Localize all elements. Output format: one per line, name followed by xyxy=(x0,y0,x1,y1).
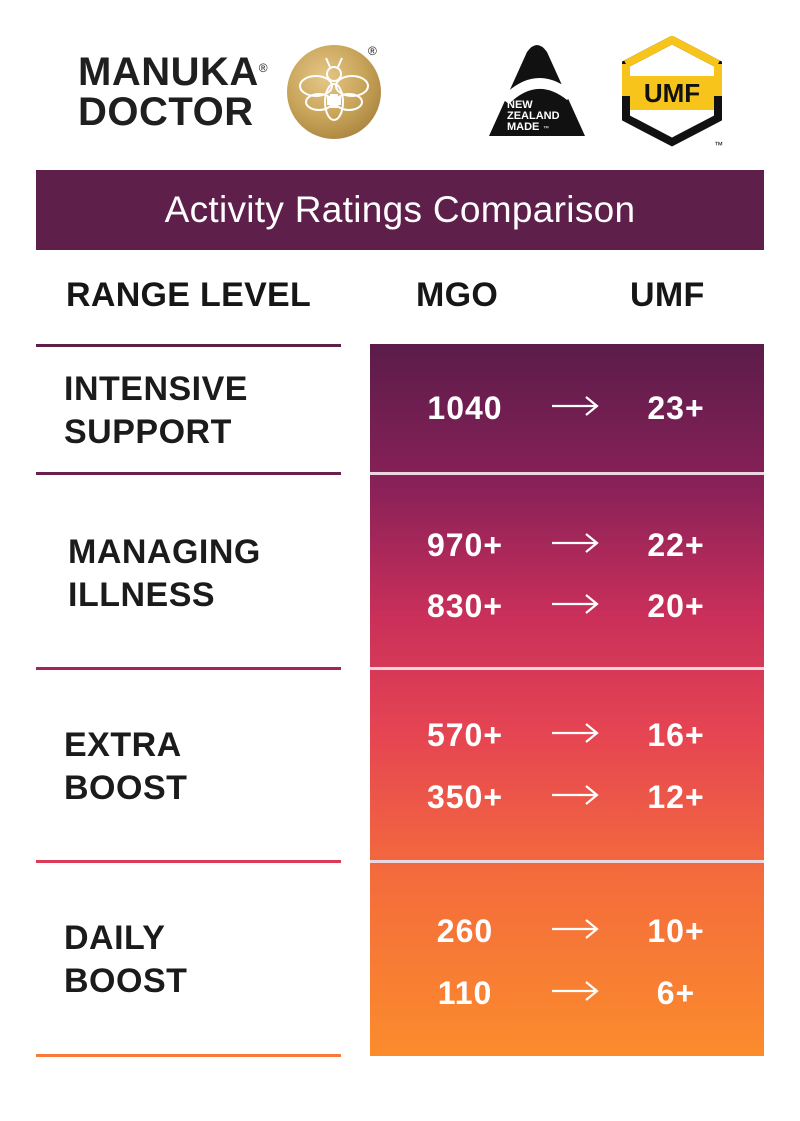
mgo-value: 830+ xyxy=(426,588,504,624)
values-gradient-panel xyxy=(370,344,764,1056)
nz-text-2: ZEALAND xyxy=(507,110,560,122)
umf-value: 23+ xyxy=(647,390,705,426)
arrow-right-icon xyxy=(552,396,599,416)
level-rule xyxy=(36,860,341,863)
new-zealand-made-badge-icon: NEW ZEALAND MADE ™ xyxy=(489,45,585,136)
level-extra-boost: EXTRA BOOST xyxy=(64,726,188,807)
arrow-right-icon xyxy=(552,533,599,553)
umf-value: 6+ xyxy=(656,975,696,1011)
umf-value: 20+ xyxy=(647,588,705,624)
mgo-value: 570+ xyxy=(426,717,504,753)
column-header-umf: UMF xyxy=(630,276,705,314)
mgo-value: 350+ xyxy=(426,779,504,815)
brand-line-1: MANUKA ® xyxy=(78,50,269,94)
umf-tm: ™ xyxy=(714,140,723,150)
mgo-value: 1040 xyxy=(427,390,503,426)
row-divider xyxy=(370,667,764,670)
level-daily-boost: DAILY BOOST xyxy=(64,919,188,1000)
umf-hexagon-badge-icon: UMF ™ xyxy=(622,36,723,150)
mgo-value: 260 xyxy=(436,913,494,949)
level-rule xyxy=(36,1054,341,1057)
column-header-mgo: MGO xyxy=(416,276,499,314)
registered-mark-badge: ® xyxy=(368,44,377,58)
level-managing-illness: MANAGING ILLNESS xyxy=(68,533,261,614)
page-title: Activity Ratings Comparison xyxy=(164,189,636,230)
nz-text-3: MADE xyxy=(507,121,539,133)
level-rule xyxy=(36,667,341,670)
brand-wordmark: MANUKA ® DOCTOR xyxy=(78,50,269,134)
value-row: 570+ 16+ xyxy=(370,709,764,759)
value-row: 350+ 12+ xyxy=(370,771,764,821)
nz-text-1: NEW xyxy=(507,99,533,111)
mgo-value: 970+ xyxy=(426,527,504,563)
umf-value: 12+ xyxy=(647,779,705,815)
value-row: 970+ 22+ xyxy=(370,519,764,569)
value-row: 110 6+ xyxy=(370,967,764,1017)
arrow-right-icon xyxy=(552,594,599,614)
row-divider xyxy=(370,472,764,475)
value-row: 830+ 20+ xyxy=(370,580,764,630)
level-intensive-support: INTENSIVE SUPPORT xyxy=(64,370,248,451)
umf-value: 16+ xyxy=(647,717,705,753)
mgo-value: 110 xyxy=(437,975,493,1011)
arrow-right-icon xyxy=(552,723,599,743)
column-header-range-level: RANGE LEVEL xyxy=(66,276,312,314)
value-row: 260 10+ xyxy=(370,905,764,955)
level-rule xyxy=(36,472,341,475)
nz-tm: ™ xyxy=(543,125,549,132)
umf-badge-text: UMF xyxy=(644,78,700,108)
brand-line-2: DOCTOR xyxy=(78,90,254,134)
row-divider xyxy=(370,860,764,863)
title-bar: Activity Ratings Comparison xyxy=(36,170,764,250)
bee-logo-icon xyxy=(287,45,381,139)
value-row: 1040 23+ xyxy=(370,382,764,432)
registered-mark: ® xyxy=(258,61,269,75)
umf-value: 10+ xyxy=(647,913,705,949)
arrow-right-icon xyxy=(552,981,599,1001)
level-rule xyxy=(36,344,341,347)
arrow-right-icon xyxy=(552,919,599,939)
umf-value: 22+ xyxy=(647,527,705,563)
arrow-right-icon xyxy=(552,785,599,805)
